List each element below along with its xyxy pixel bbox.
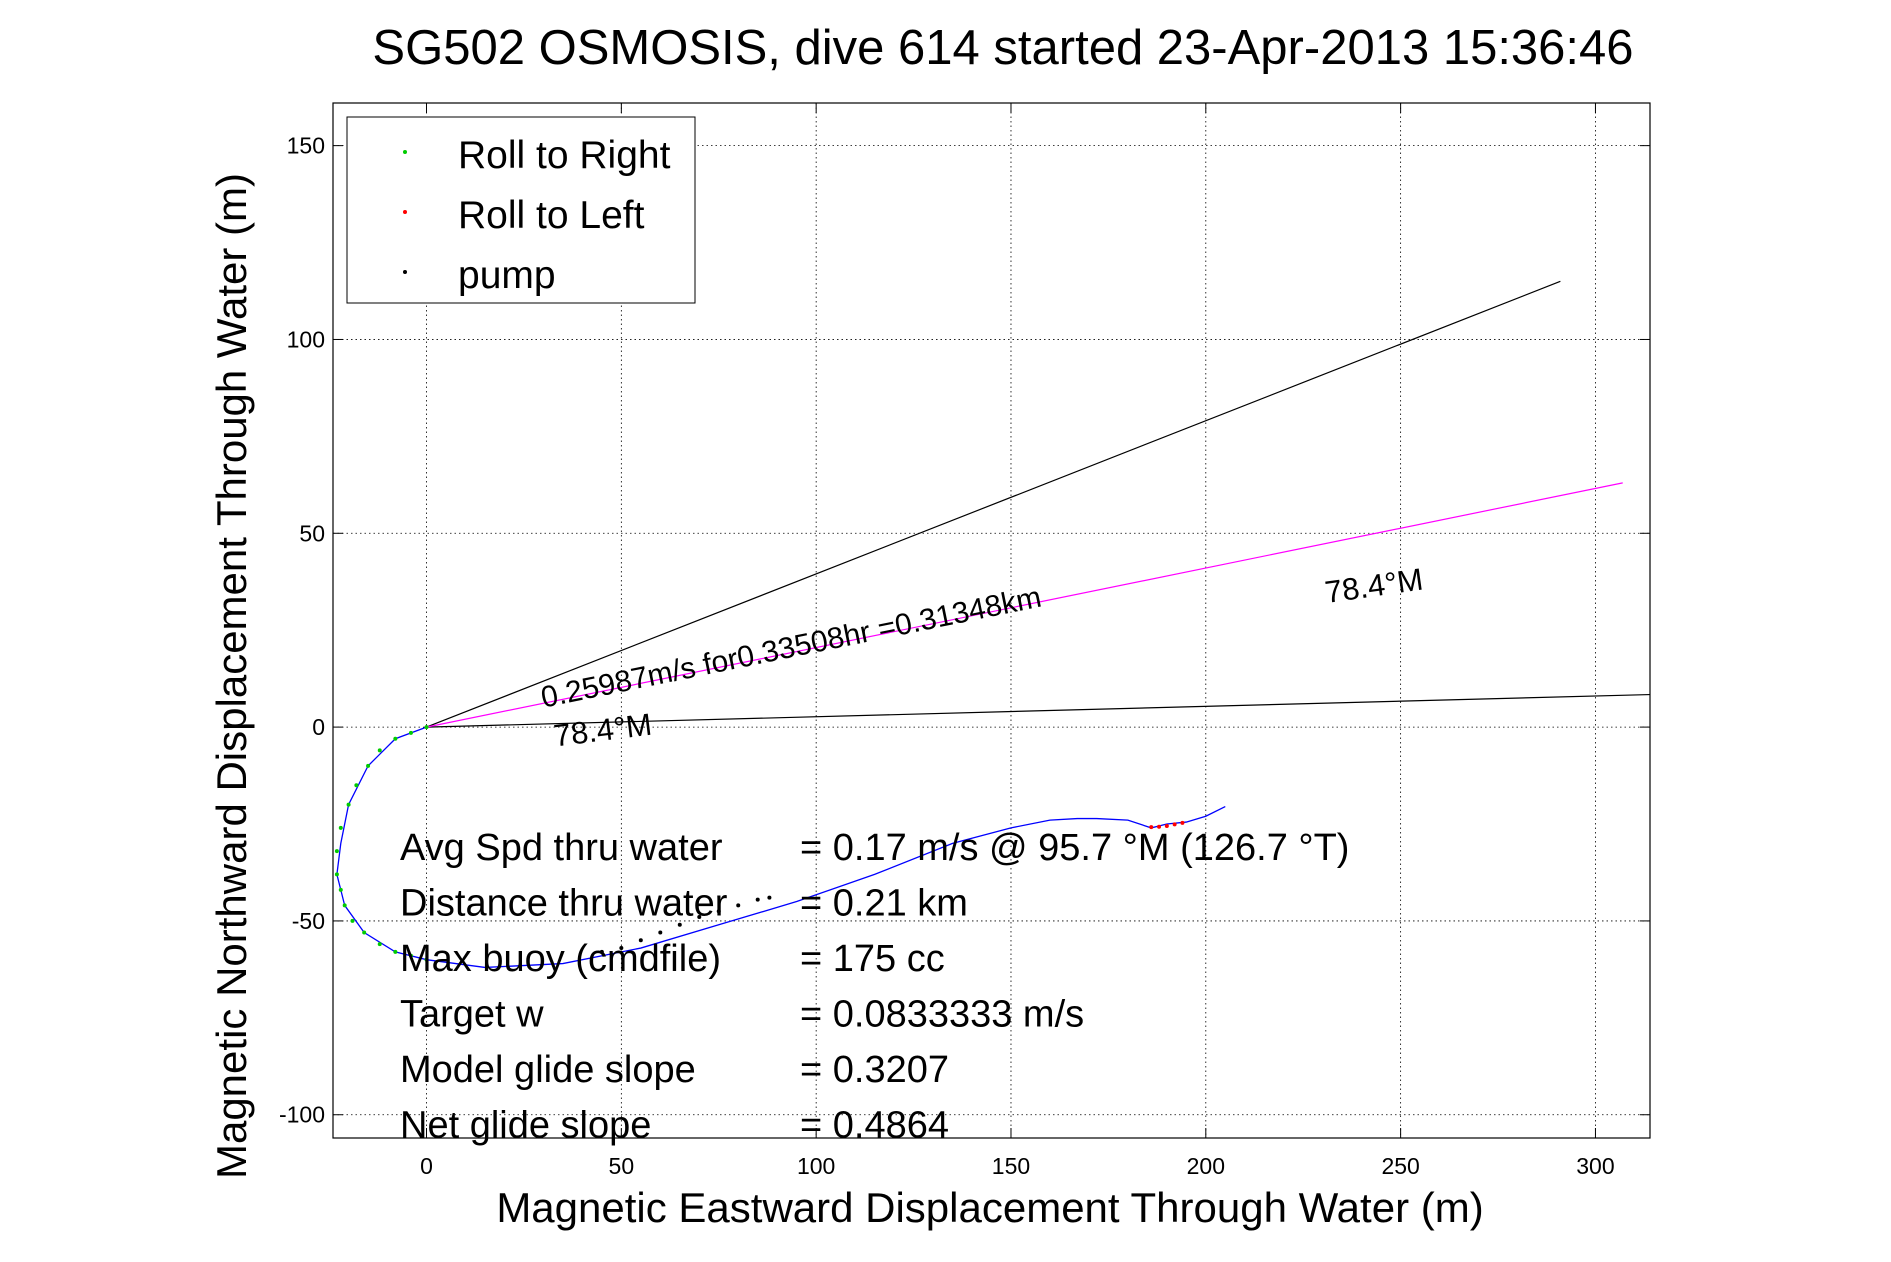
x-tick-label: 50 xyxy=(609,1153,635,1179)
roll-to-right-point xyxy=(338,887,343,892)
y-tick-label: -100 xyxy=(279,1102,325,1128)
roll-to-right-point xyxy=(354,783,359,788)
stats-label: Net glide slope xyxy=(400,1105,651,1147)
stats-label: Model glide slope xyxy=(400,1049,696,1091)
roll-to-right-point xyxy=(408,730,413,735)
roll-to-right-point xyxy=(342,903,347,908)
y-tick-label: 50 xyxy=(299,520,325,546)
roll-to-left-point xyxy=(1164,823,1169,828)
roll-to-right-point xyxy=(350,918,355,923)
pump-point xyxy=(638,938,643,943)
roll-to-left-point xyxy=(1157,824,1162,829)
stats-label: Avg Spd thru water xyxy=(400,827,723,869)
x-axis-label: Magnetic Eastward Displacement Through W… xyxy=(496,1184,1483,1231)
stats-value: = 175 cc xyxy=(800,938,945,980)
current-vector-line xyxy=(426,482,1623,728)
roll-to-left-point xyxy=(1180,820,1185,825)
roll-to-right-point xyxy=(377,942,382,947)
legend-label-roll-to-left: Roll to Left xyxy=(458,194,645,237)
roll-to-right-point xyxy=(334,872,339,877)
legend-marker-roll-to-right xyxy=(403,150,407,154)
data-series xyxy=(334,725,1226,969)
stats-value: = 0.3207 xyxy=(800,1049,949,1091)
pump-point xyxy=(658,930,663,935)
pump-point xyxy=(677,922,682,927)
stats-value: = 0.0833333 m/s xyxy=(800,994,1084,1036)
roll-to-right-point xyxy=(377,748,382,753)
legend-label-roll-to-right: Roll to Right xyxy=(458,134,671,177)
y-tick-label: -50 xyxy=(292,908,325,934)
stats-value: = 0.4864 xyxy=(800,1105,949,1147)
pump-point xyxy=(599,949,604,954)
reference-lines xyxy=(426,280,1651,728)
roll-to-right-point xyxy=(366,763,371,768)
roll-to-left-point xyxy=(1149,825,1154,830)
pump-point xyxy=(619,946,624,951)
roll-to-right-point xyxy=(346,802,351,807)
pump-point xyxy=(736,903,741,908)
pump-point xyxy=(716,909,721,914)
roll-to-right-point xyxy=(408,953,413,958)
heading-line-line xyxy=(426,693,1651,728)
axis-ticks: 0 50 100 150 200 250 300 -100 -50 0 50 100 150 xyxy=(279,103,1650,1179)
roll-to-right-point xyxy=(393,736,398,741)
roll-to-right-point xyxy=(424,725,429,730)
track-line xyxy=(336,726,1226,969)
x-tick-label: 250 xyxy=(1381,1153,1419,1179)
stats-block: Avg Spd thru water = 0.17 m/s @ 95.7 °M (… xyxy=(400,827,1349,1147)
legend-label-pump: pump xyxy=(458,254,556,297)
y-tick-label: 150 xyxy=(287,133,325,159)
stats-label: Distance thru water xyxy=(400,883,728,925)
roll-to-right-point xyxy=(362,930,367,935)
stats-label: Max buoy (cmdfile) xyxy=(400,938,721,980)
roll-to-right-point xyxy=(338,825,343,830)
legend: Roll to Right Roll to Left pump xyxy=(346,116,696,304)
x-tick-label: 200 xyxy=(1187,1153,1225,1179)
axes-box xyxy=(332,102,1651,1139)
y-tick-label: 100 xyxy=(287,326,325,352)
pump-point xyxy=(755,897,760,902)
y-axis-label: Magnetic Northward Displacement Through … xyxy=(208,173,255,1179)
x-tick-label: 150 xyxy=(992,1153,1030,1179)
stats-value: = 0.21 km xyxy=(800,883,968,925)
stats-value: = 0.17 m/s @ 95.7 °M (126.7 °T) xyxy=(800,827,1349,869)
roll-to-left-point xyxy=(1172,822,1177,827)
legend-marker-roll-to-left xyxy=(403,210,407,214)
y-tick-label: 0 xyxy=(312,714,325,740)
pump-point xyxy=(697,915,702,920)
x-tick-label: 300 xyxy=(1576,1153,1614,1179)
stats-label: Target w xyxy=(400,994,544,1036)
legend-marker-pump xyxy=(403,270,407,274)
roll-to-right-point xyxy=(393,949,398,954)
heading-line-line xyxy=(426,280,1561,728)
pump-point xyxy=(767,895,772,900)
roll-to-right-point xyxy=(424,957,429,962)
x-tick-label: 100 xyxy=(797,1153,835,1179)
roll-to-right-point xyxy=(334,849,339,854)
chart-title: SG502 OSMOSIS, dive 614 started 23-Apr-2… xyxy=(372,21,1633,75)
x-tick-label: 0 xyxy=(420,1153,433,1179)
